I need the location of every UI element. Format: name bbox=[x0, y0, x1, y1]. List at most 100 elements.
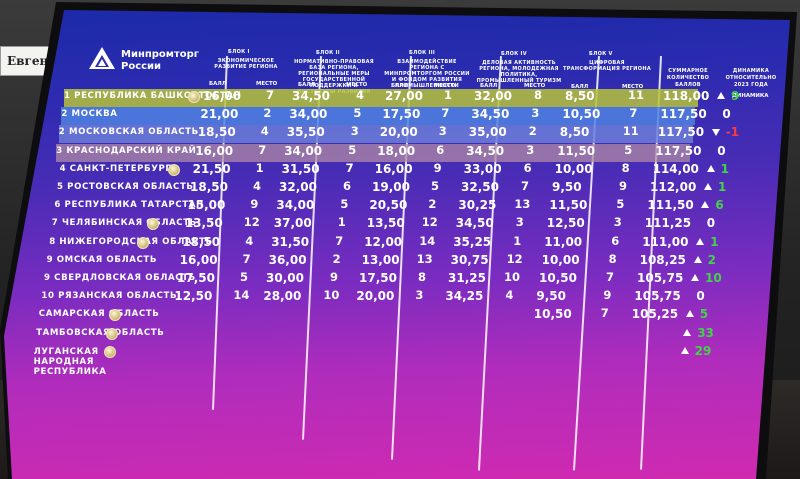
dynamics-up-arrow-icon bbox=[701, 201, 710, 209]
table-cell-m1: 4 bbox=[260, 124, 269, 139]
table-cell-b3: 20,00 bbox=[379, 125, 418, 140]
table-cell-b5: 10,50 bbox=[539, 271, 577, 285]
table-cell-m3: 12 bbox=[421, 215, 438, 230]
table-cell-m2: 10 bbox=[323, 288, 340, 303]
row-highlight-band bbox=[64, 89, 698, 107]
table-cell-b1: 12,50 bbox=[174, 289, 213, 304]
table-cell-b1: 17,50 bbox=[177, 271, 215, 285]
column-header-mesto: МЕСТО bbox=[524, 83, 546, 90]
block-header-title: БЛОК II bbox=[316, 49, 340, 56]
table-cell-m4: 7 bbox=[521, 179, 530, 193]
table-cell-total: 118,00 bbox=[663, 89, 710, 103]
table-cell-m5: 8 bbox=[621, 160, 630, 175]
table-row-region-name: ЛУГАНСКАЯ НАРОДНАЯ РЕСПУБЛИКА bbox=[33, 346, 107, 377]
table-cell-b4: 30,25 bbox=[458, 198, 497, 213]
table-cell-m2: 6 bbox=[343, 179, 352, 193]
table-cell-m5: 7 bbox=[600, 306, 609, 321]
medal-icon bbox=[108, 309, 121, 322]
table-cell-b5: 10,50 bbox=[533, 307, 572, 322]
medal-icon bbox=[188, 91, 200, 103]
table-cell-m4: 10 bbox=[504, 270, 521, 284]
column-header-mesto: МЕСТО bbox=[346, 81, 368, 88]
minpromtorg-logo-icon bbox=[89, 47, 115, 69]
table-cell-b2: 28,00 bbox=[263, 289, 302, 304]
table-cell-dynamics: 1 bbox=[720, 161, 729, 176]
table-row-region-name: 1 РЕСПУБЛИКА БАШКОРТОСТАН bbox=[64, 91, 242, 101]
table-cell-b2: 34,00 bbox=[289, 107, 328, 122]
table-cell-m1: 1 bbox=[255, 160, 264, 175]
table-cell-m2: 5 bbox=[348, 142, 357, 157]
table-row-region-name: ТАМБОВСКАЯ ОБЛАСТЬ bbox=[36, 327, 165, 338]
table-cell-b3: 17,50 bbox=[359, 271, 397, 285]
block-header-description: ВЗАИМОДЕЙСТВИЕ РЕГИОНА С МИНПРОМТОРГОМ Р… bbox=[384, 59, 470, 90]
dynamics-up-arrow-icon bbox=[693, 255, 702, 263]
table-cell-b4: 31,25 bbox=[448, 271, 486, 285]
table-cell-b5: 11,50 bbox=[557, 143, 596, 158]
medal-icon bbox=[106, 327, 119, 340]
table-cell-dynamics: 2 bbox=[707, 252, 716, 267]
table-cell-b2: 37,00 bbox=[273, 216, 312, 231]
table-cell-m4: 6 bbox=[523, 160, 532, 175]
table-cell-m3: 2 bbox=[428, 197, 437, 212]
dynamics-down-arrow-icon bbox=[711, 129, 720, 137]
table-cell-m2: 9 bbox=[330, 270, 339, 284]
table-cell-b1: 21,50 bbox=[192, 161, 231, 176]
table-cell-m5: 8 bbox=[608, 251, 617, 266]
table-cell-m3: 5 bbox=[431, 179, 440, 193]
table-cell-m1: 7 bbox=[242, 251, 251, 266]
table-cell-b4: 34,50 bbox=[471, 107, 510, 122]
table-cell-m5: 11 bbox=[628, 88, 645, 102]
table-cell-m5: 5 bbox=[624, 142, 633, 157]
block-header-description: ДЕЛОВАЯ АКТИВНОСТЬ РЕГИОНА, МОЛОДЕЖНАЯ П… bbox=[476, 59, 562, 84]
table-cell-b4: 35,25 bbox=[453, 234, 492, 249]
column-header-mesto: МЕСТО bbox=[256, 81, 278, 87]
table-cell-dynamics: 0 bbox=[706, 216, 716, 231]
table-cell-m1: 2 bbox=[263, 106, 272, 121]
block-header-description: ЦИФРОВАЯ ТРАНСФОРМАЦИЯ РЕГИОНА bbox=[563, 60, 651, 73]
table-cell-m4: 12 bbox=[506, 251, 523, 266]
table-cell-total: 117,50 bbox=[657, 125, 705, 140]
table-cell-b4: 32,50 bbox=[461, 180, 499, 194]
table-cell-b5: 9,50 bbox=[552, 180, 582, 194]
block-header-title: БЛОК III bbox=[409, 50, 436, 57]
table-cell-m4: 1 bbox=[513, 233, 522, 248]
row-highlight-band bbox=[56, 143, 691, 162]
table-cell-b1: 18,50 bbox=[190, 180, 228, 194]
table-cell-dynamics: 29 bbox=[694, 343, 712, 358]
dynamics-up-arrow-icon bbox=[680, 346, 689, 354]
table-cell-b5: 10,00 bbox=[554, 161, 593, 176]
table-cell-b2: 31,50 bbox=[281, 161, 320, 176]
table-cell-b1: 16,00 bbox=[179, 252, 218, 267]
table-row-region-name: 9 ОМСКАЯ ОБЛАСТЬ bbox=[46, 254, 157, 265]
table-cell-total: 105,25 bbox=[631, 307, 679, 322]
table-row-region-name: 6 РЕСПУБЛИКА ТАТАРСТАН bbox=[54, 200, 204, 211]
medal-icon bbox=[167, 163, 180, 176]
table-cell-m3: 9 bbox=[433, 160, 442, 175]
table-cell-total: 117,50 bbox=[660, 107, 707, 122]
table-cell-dynamics: 0 bbox=[722, 107, 731, 122]
table-cell-b2: 31,50 bbox=[271, 234, 310, 249]
dynamics-up-arrow-icon bbox=[706, 164, 715, 172]
table-cell-m4: 3 bbox=[531, 106, 540, 121]
table-cell-b3: 16,00 bbox=[374, 161, 413, 176]
table-cell-m4: 13 bbox=[514, 197, 531, 212]
table-row-region-name: 2 МОСКОВСКАЯ ОБЛАСТЬ bbox=[58, 127, 199, 138]
column-header-ball: БАЛЛ bbox=[480, 83, 498, 90]
table-cell-m1: 12 bbox=[243, 215, 260, 230]
table-cell-b1: 21,00 bbox=[200, 107, 239, 122]
table-cell-b1: 13,50 bbox=[184, 216, 223, 231]
table-cell-b4: 34,25 bbox=[445, 289, 484, 304]
table-cell-b2: 30,00 bbox=[266, 271, 304, 285]
table-cell-total: 117,50 bbox=[655, 143, 702, 158]
table-cell-b2: 34,50 bbox=[292, 89, 330, 103]
table-cell-m3: 3 bbox=[415, 288, 424, 303]
table-cell-m4: 3 bbox=[515, 215, 524, 230]
table-cell-m2: 1 bbox=[337, 215, 346, 230]
table-cell-b3: 20,50 bbox=[369, 198, 408, 213]
table-cell-dynamics: 5 bbox=[699, 307, 709, 322]
table-cell-b3: 19,00 bbox=[372, 180, 410, 194]
table-cell-total: 111,50 bbox=[647, 198, 694, 213]
table-cell-m2: 7 bbox=[335, 233, 344, 248]
